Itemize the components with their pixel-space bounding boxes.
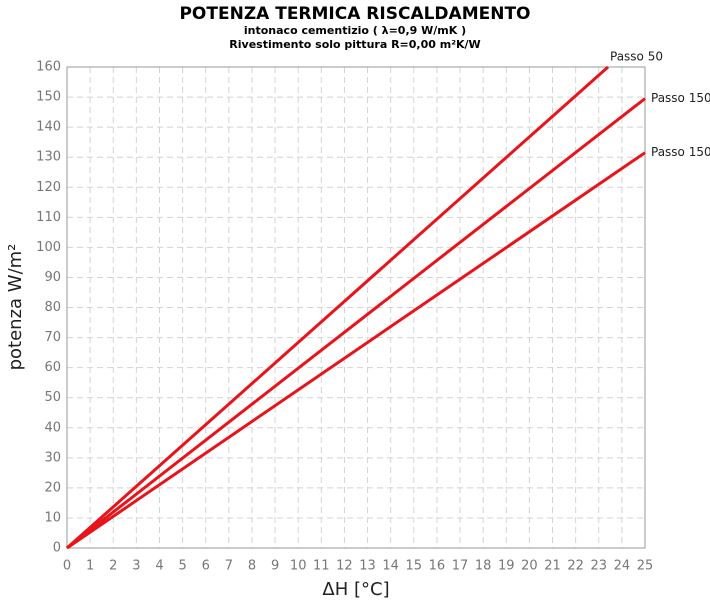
x-axis-label: ΔH [°C]	[322, 579, 389, 600]
y-tick-label: 60	[44, 360, 61, 375]
y-tick-label: 30	[44, 450, 61, 465]
y-tick-label: 80	[44, 300, 61, 315]
x-tick-label: 12	[336, 559, 353, 574]
y-tick-label: 50	[44, 390, 61, 405]
x-tick-label: 21	[544, 559, 561, 574]
series-label: Passo 150	[651, 91, 710, 105]
x-tick-label: 15	[406, 559, 423, 574]
x-tick-label: 13	[359, 559, 376, 574]
y-tick-label: 140	[36, 120, 61, 135]
y-axis-label: potenza W/m²	[5, 244, 26, 371]
x-tick-label: 0	[63, 559, 71, 574]
x-tick-label: 22	[567, 559, 584, 574]
chart-subtitle: Rivestimento solo pittura R=0,00 m²K/W	[229, 38, 480, 51]
series-line	[66, 97, 646, 550]
series-label: Passo 50	[610, 50, 663, 64]
y-tick-label: 70	[44, 330, 61, 345]
y-tick-label: 120	[36, 180, 61, 195]
x-tick-label: 10	[290, 559, 307, 574]
y-tick-label: 40	[44, 420, 61, 435]
x-tick-label: 24	[614, 559, 631, 574]
y-tick-label: 90	[44, 270, 61, 285]
x-tick-label: 19	[498, 559, 515, 574]
y-tick-label: 0	[53, 541, 61, 556]
x-tick-label: 6	[202, 559, 210, 574]
chart-title: POTENZA TERMICA RISCALDAMENTO	[179, 4, 530, 24]
x-tick-label: 25	[637, 559, 654, 574]
y-tick-label: 110	[36, 210, 61, 225]
x-tick-label: 23	[590, 559, 607, 574]
series-line	[66, 65, 610, 550]
x-tick-label: 7	[225, 559, 233, 574]
x-tick-label: 11	[313, 559, 330, 574]
y-tick-label: 100	[36, 240, 61, 255]
series-line	[66, 151, 646, 550]
x-tick-label: 14	[382, 559, 399, 574]
y-tick-label: 20	[44, 480, 61, 495]
x-tick-label: 16	[429, 559, 446, 574]
y-tick-label: 150	[36, 90, 61, 105]
x-tick-label: 4	[155, 559, 163, 574]
x-tick-label: 20	[521, 559, 538, 574]
y-tick-label: 10	[44, 510, 61, 525]
y-tick-label: 160	[36, 60, 61, 75]
plot-frame	[66, 66, 646, 549]
x-tick-label: 5	[178, 559, 186, 574]
x-tick-label: 2	[109, 559, 117, 574]
x-tick-label: 1	[86, 559, 94, 574]
chart-subtitle: intonaco cementizio ( λ=0,9 W/mK )	[244, 24, 466, 37]
x-tick-label: 8	[248, 559, 256, 574]
x-tick-label: 17	[452, 559, 469, 574]
x-tick-label: 3	[132, 559, 140, 574]
x-tick-label: 9	[271, 559, 279, 574]
x-tick-label: 18	[475, 559, 492, 574]
series-label: Passo 150	[651, 145, 710, 159]
y-tick-label: 130	[36, 150, 61, 165]
